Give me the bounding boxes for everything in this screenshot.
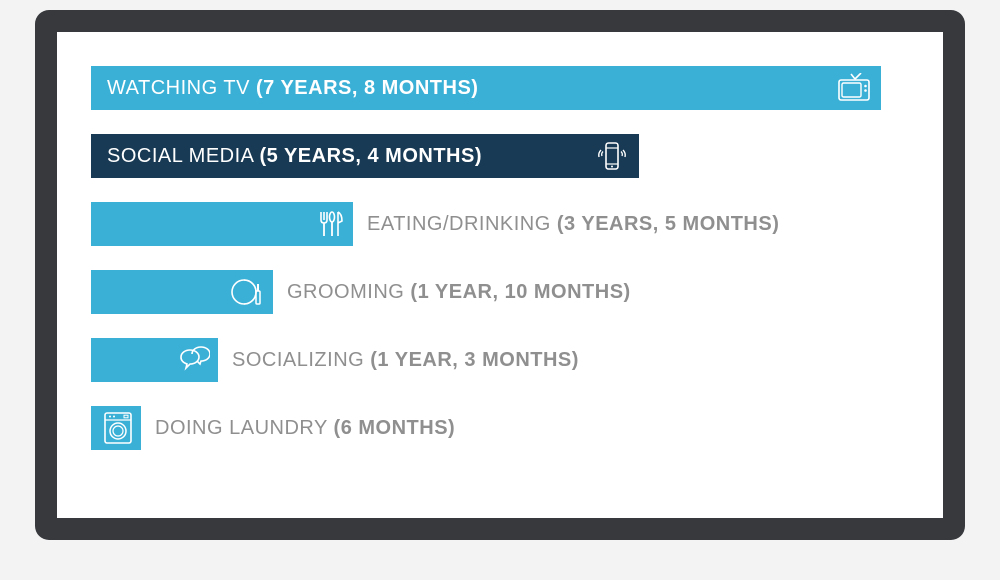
phone-icon — [595, 139, 629, 173]
bar-row-tv: WATCHING TV (7 YEARS, 8 MONTHS) — [91, 66, 909, 110]
bar-label-grooming: GROOMING (1 YEAR, 10 MONTHS) — [287, 281, 631, 304]
bar-label-eating: EATING/DRINKING (3 YEARS, 5 MONTHS) — [367, 213, 779, 236]
bar-label-laundry: DOING LAUNDRY (6 MONTHS) — [155, 417, 455, 440]
bar-social: SOCIAL MEDIA (5 YEARS, 4 MONTHS) — [91, 134, 639, 178]
bar-eating — [91, 202, 353, 246]
bar-grooming — [91, 270, 273, 314]
activity-text: WATCHING TV — [107, 77, 250, 99]
time-spent-chart: WATCHING TV (7 YEARS, 8 MONTHS) — [91, 66, 909, 450]
duration-text: (6 MONTHS) — [334, 417, 456, 439]
duration-text: (3 YEARS, 5 MONTHS) — [557, 213, 780, 235]
activity-text: SOCIALIZING — [232, 349, 364, 371]
washer-icon — [101, 410, 135, 446]
activity-text: SOCIAL MEDIA — [107, 145, 253, 167]
bar-row-social: SOCIAL MEDIA (5 YEARS, 4 MONTHS) — [91, 134, 909, 178]
bar-row-grooming: GROOMING (1 YEAR, 10 MONTHS) — [91, 270, 909, 314]
activity-text: EATING/DRINKING — [367, 213, 551, 235]
bar-label-tv: WATCHING TV (7 YEARS, 8 MONTHS) — [91, 77, 478, 100]
cutlery-icon — [315, 208, 345, 240]
duration-text: (5 YEARS, 4 MONTHS) — [259, 145, 482, 167]
duration-text: (1 YEAR, 10 MONTHS) — [410, 281, 630, 303]
duration-text: (7 YEARS, 8 MONTHS) — [256, 77, 479, 99]
bar-row-laundry: DOING LAUNDRY (6 MONTHS) — [91, 406, 909, 450]
activity-text: GROOMING — [287, 281, 404, 303]
mirror-icon — [231, 275, 265, 309]
bar-tv: WATCHING TV (7 YEARS, 8 MONTHS) — [91, 66, 881, 110]
bar-row-socializing: SOCIALIZING (1 YEAR, 3 MONTHS) — [91, 338, 909, 382]
bar-label-social: SOCIAL MEDIA (5 YEARS, 4 MONTHS) — [91, 145, 482, 168]
bar-socializing — [91, 338, 218, 382]
bar-laundry — [91, 406, 141, 450]
tv-icon — [837, 73, 871, 103]
duration-text: (1 YEAR, 3 MONTHS) — [370, 349, 579, 371]
bar-label-socializing: SOCIALIZING (1 YEAR, 3 MONTHS) — [232, 349, 579, 372]
activity-text: DOING LAUNDRY — [155, 417, 327, 439]
monitor-frame: WATCHING TV (7 YEARS, 8 MONTHS) — [35, 10, 965, 540]
chat-icon — [176, 345, 210, 375]
bar-row-eating: EATING/DRINKING (3 YEARS, 5 MONTHS) — [91, 202, 909, 246]
